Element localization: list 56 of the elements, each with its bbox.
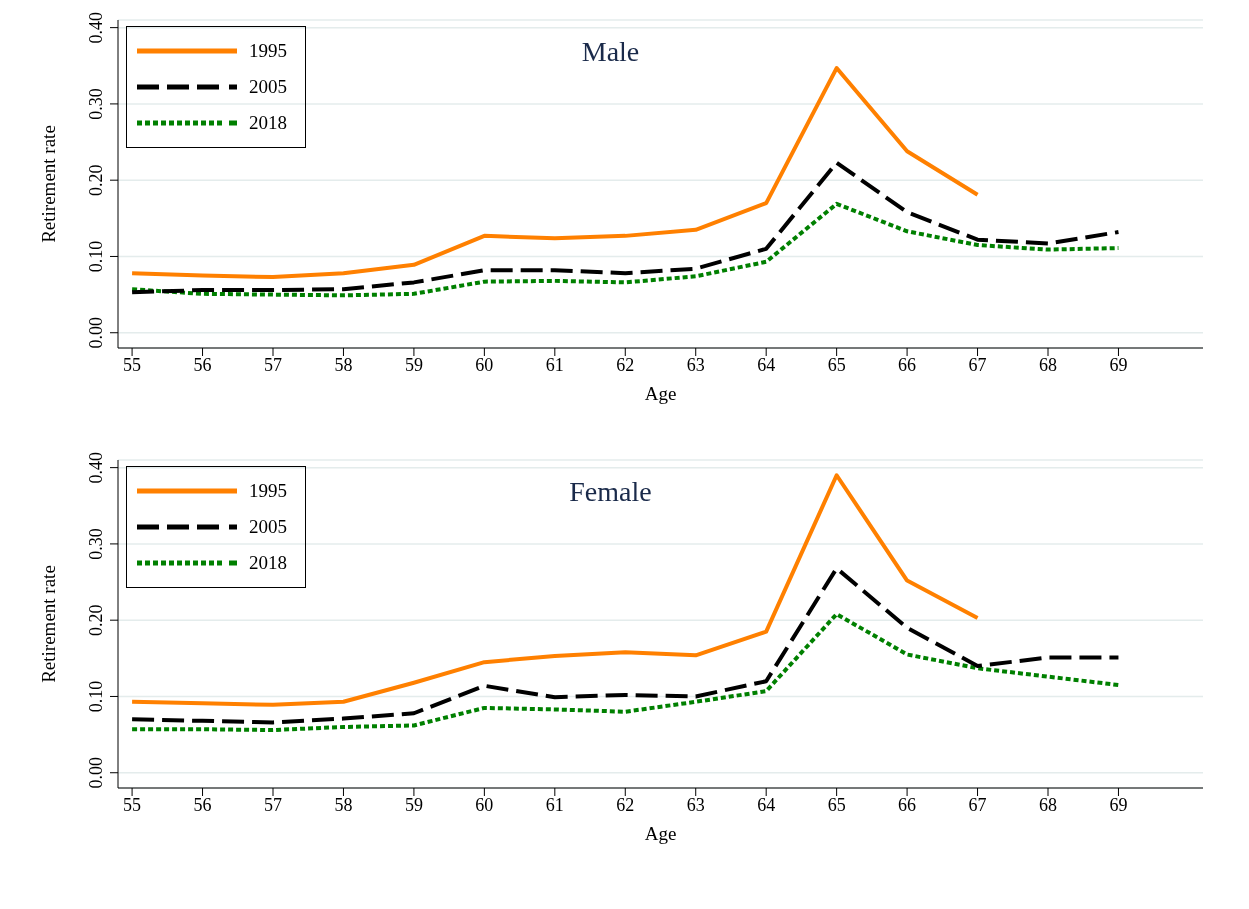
x-tick-label: 64 — [757, 354, 776, 375]
y-tick-label: 0.00 — [86, 316, 106, 349]
line-series — [130, 612, 1121, 733]
x-tick-label: 62 — [616, 794, 635, 815]
y-axis-title: Retirement rate — [37, 565, 59, 683]
x-tick-label: 63 — [686, 354, 705, 375]
y-tick-label: 0.20 — [86, 604, 106, 636]
legend-label: 2005 — [249, 76, 287, 98]
y-tick-label: 0.10 — [86, 240, 106, 273]
x-tick-label: 55 — [123, 354, 142, 375]
x-axis-title: Age — [644, 383, 677, 404]
text: Female — [569, 476, 652, 507]
y-tick-label: 0.20 — [86, 164, 106, 196]
x-tick-label: 57 — [264, 354, 282, 375]
x-tick-label: 57 — [264, 794, 282, 815]
x-tick-label: 65 — [827, 794, 846, 815]
x-tick-label: 69 — [1109, 354, 1128, 375]
x-tick-label: 66 — [898, 354, 917, 375]
legend-label: 2018 — [249, 112, 287, 134]
x-tick-label: 58 — [334, 354, 353, 375]
x-tick-label: 63 — [686, 794, 705, 815]
x-tick-label: 60 — [475, 354, 494, 375]
legend-label: 1995 — [249, 40, 287, 62]
legend-label: 2005 — [249, 516, 287, 538]
y-tick-label: 0.10 — [86, 680, 106, 713]
y-axis-title: Retirement rate — [37, 125, 59, 243]
x-tick-label: 59 — [404, 354, 423, 375]
x-tick-label: 60 — [475, 794, 494, 815]
y-tick-label: 0.30 — [86, 88, 106, 120]
x-tick-label: 69 — [1109, 794, 1128, 815]
x-tick-label: 56 — [193, 354, 212, 375]
x-tick-label: 61 — [545, 354, 564, 375]
x-tick-label: 68 — [1039, 794, 1057, 815]
x-tick-label: 58 — [334, 794, 353, 815]
text: Male — [581, 36, 640, 67]
x-tick-label: 55 — [123, 794, 142, 815]
line-series — [130, 160, 1121, 295]
x-tick-label: 61 — [545, 794, 564, 815]
legend-label: 2018 — [249, 552, 287, 574]
x-tick-label: 59 — [404, 794, 423, 815]
y-tick-label: 0.00 — [86, 756, 106, 789]
legend-label: 1995 — [249, 480, 287, 502]
x-tick-label: 65 — [827, 354, 846, 375]
x-tick-label: 67 — [968, 794, 987, 815]
y-tick-label: 0.40 — [86, 451, 106, 484]
line-series — [130, 473, 980, 707]
x-tick-label: 64 — [757, 794, 776, 815]
x-tick-label: 68 — [1039, 354, 1057, 375]
x-tick-label: 56 — [193, 794, 212, 815]
y-tick-label: 0.30 — [86, 528, 106, 560]
x-axis-title: Age — [644, 823, 677, 844]
y-tick-label: 0.40 — [86, 11, 106, 44]
x-tick-label: 62 — [616, 354, 635, 375]
x-tick-label: 67 — [968, 354, 987, 375]
line-series — [130, 66, 980, 280]
x-tick-label: 66 — [898, 794, 917, 815]
